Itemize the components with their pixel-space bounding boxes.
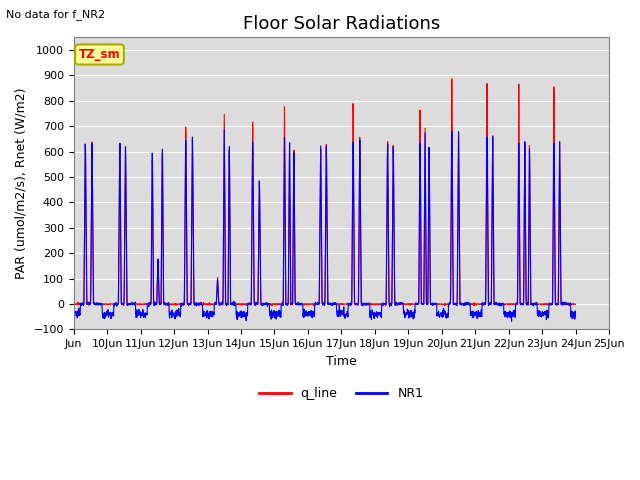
NR1 (541, 310, 549, 315)
NR1 (470, 311, 478, 317)
Y-axis label: PAR (umol/m2/s), Rnet (W/m2): PAR (umol/m2/s), Rnet (W/m2) (15, 87, 28, 279)
q_line (541, 301, 549, 307)
NR1 (350, 204, 358, 209)
NR1 (220, 127, 228, 132)
Line: NR1: NR1 (74, 130, 575, 321)
NR1 (508, 318, 515, 324)
Title: Floor Solar Radiations: Floor Solar Radiations (243, 15, 440, 33)
q_line (470, 301, 478, 307)
q_line (528, 301, 536, 307)
NR1 (339, 310, 347, 315)
NR1 (70, 312, 77, 318)
Legend: q_line, NR1: q_line, NR1 (254, 382, 429, 405)
q_line (268, 303, 276, 309)
Line: q_line: q_line (74, 79, 575, 306)
NR1 (572, 308, 579, 314)
NR1 (528, 300, 536, 306)
X-axis label: Time: Time (326, 355, 356, 368)
Text: No data for f_NR2: No data for f_NR2 (6, 9, 106, 20)
q_line (210, 302, 218, 308)
Text: TZ_sm: TZ_sm (79, 48, 120, 61)
q_line (350, 187, 358, 192)
NR1 (210, 309, 218, 315)
q_line (448, 76, 456, 82)
q_line (572, 301, 579, 307)
q_line (70, 301, 77, 307)
q_line (339, 302, 347, 308)
